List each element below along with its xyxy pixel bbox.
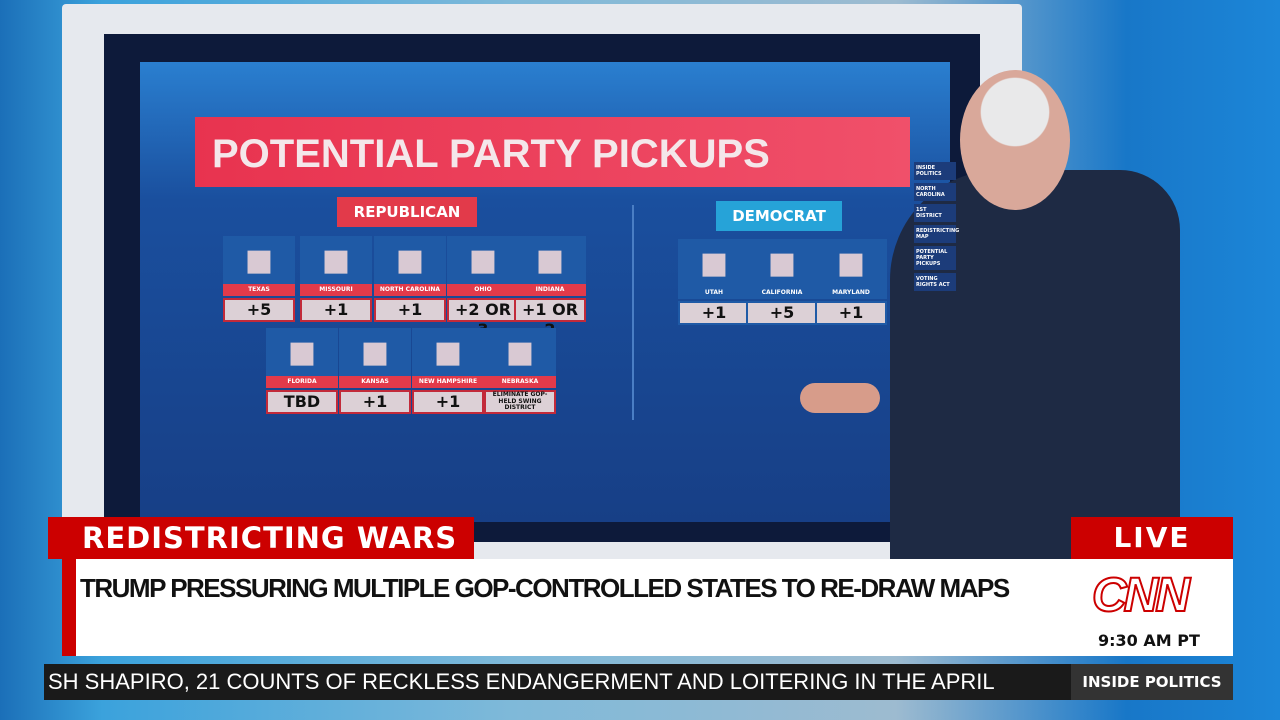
headline: TRUMP PRESSURING MULTIPLE GOP-CONTROLLED… (80, 573, 1010, 603)
board-title: POTENTIAL PARTY PICKUPS (212, 132, 770, 176)
state-map-icon: ■ (678, 239, 750, 287)
state-name: CALIFORNIA (746, 287, 818, 299)
topic-banner: REDISTRICTING WARS (48, 517, 474, 559)
state-name: OHIO (447, 284, 519, 296)
menu-item[interactable]: INSIDE POLITICS (914, 162, 956, 180)
state-card[interactable]: ■ FLORIDA TBD (266, 328, 338, 414)
divider (632, 205, 634, 420)
state-name: KANSAS (339, 376, 411, 388)
state-name: MISSOURI (300, 284, 372, 296)
state-map-icon: ■ (300, 236, 372, 284)
side-menu: INSIDE POLITICS NORTH CAROLINA 1ST DISTR… (914, 162, 959, 294)
state-card[interactable]: ■ MARYLAND +1 (815, 239, 887, 325)
seat-change: +1 (412, 390, 484, 414)
show-name: INSIDE POLITICS (1071, 664, 1233, 700)
state-name: NEBRASKA (484, 376, 556, 388)
state-map-icon: ■ (447, 236, 519, 284)
state-name: NORTH CAROLINA (374, 284, 446, 296)
state-name: NEW HAMPSHIRE (412, 376, 484, 388)
state-map-icon: ■ (223, 236, 295, 284)
title-banner (195, 117, 910, 187)
state-name: TEXAS (223, 284, 295, 296)
state-card[interactable]: ■ UTAH +1 (678, 239, 750, 325)
seat-change: TBD (266, 390, 338, 414)
state-card[interactable]: ■ TEXAS +5 (223, 236, 295, 322)
state-name: FLORIDA (266, 376, 338, 388)
state-card[interactable]: ■ MISSOURI +1 (300, 236, 372, 322)
presenter-hand (800, 383, 880, 413)
state-card[interactable]: ■ KANSAS +1 (339, 328, 411, 414)
time: 9:30 AM PT (1098, 631, 1200, 650)
menu-item[interactable]: VOTING RIGHTS ACT (914, 273, 956, 291)
live-badge: LIVE (1071, 517, 1233, 559)
seat-change: +1 (300, 298, 372, 322)
seat-change: +2 OR 3 (447, 298, 519, 339)
state-card[interactable]: ■OHIO +2 OR 3 (447, 236, 519, 339)
democrat-header: DEMOCRAT (716, 201, 842, 231)
state-map-icon: ■ (746, 239, 818, 287)
state-map-icon: ■ (374, 236, 446, 284)
republican-header: REPUBLICAN (337, 197, 477, 227)
news-ticker: SH SHAPIRO, 21 COUNTS OF RECKLESS ENDANG… (44, 664, 1071, 700)
state-map-icon: ■ (266, 328, 338, 376)
headline-box (62, 559, 1233, 656)
state-card[interactable]: ■ NEBRASKA ELIMINATE GOP-HELD SWING DISTRI… (484, 328, 556, 414)
state-card[interactable]: ■INDIANA +1 OR 2 (514, 236, 586, 339)
state-name: INDIANA (514, 284, 586, 296)
presenter-head (960, 70, 1070, 210)
menu-item[interactable]: NORTH CAROLINA (914, 183, 956, 201)
state-map-icon: ■ (514, 236, 586, 284)
state-name: UTAH (678, 287, 750, 299)
state-card[interactable]: ■ NEW HAMPSHIRE +1 (412, 328, 484, 414)
state-map-icon: ■ (815, 239, 887, 287)
seat-change: +1 OR 2 (514, 298, 586, 339)
seat-change: +1 (678, 301, 750, 325)
menu-item[interactable]: 1ST DISTRICT (914, 204, 956, 222)
seat-change: +5 (746, 301, 818, 325)
state-map-icon: ■ (484, 328, 556, 376)
seat-change: +5 (223, 298, 295, 322)
cnn-logo: CNN (1091, 568, 1191, 623)
seat-change: +1 (374, 298, 446, 322)
seat-change: +1 (339, 390, 411, 414)
menu-item[interactable]: POTENTIAL PARTY PICKUPS (914, 246, 956, 270)
seat-change: +1 (815, 301, 887, 325)
seat-change: ELIMINATE GOP-HELD SWING DISTRICT (484, 390, 556, 414)
state-card[interactable]: ■ NORTH CAROLINA +1 (374, 236, 446, 322)
state-map-icon: ■ (339, 328, 411, 376)
state-card[interactable]: ■ CALIFORNIA +5 (746, 239, 818, 325)
menu-item[interactable]: REDISTRICTING MAP (914, 225, 959, 243)
state-map-icon: ■ (412, 328, 484, 376)
state-name: MARYLAND (815, 287, 887, 299)
